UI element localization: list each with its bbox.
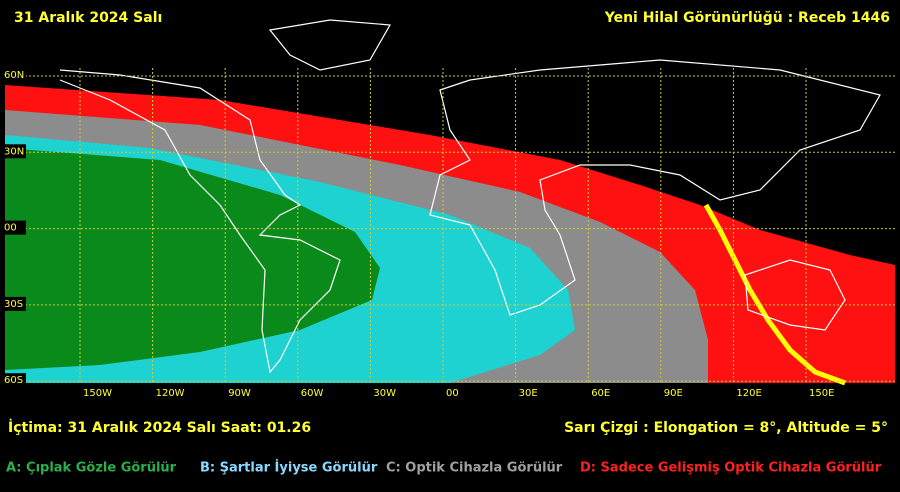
lat-label: 00 xyxy=(4,223,17,234)
label-box xyxy=(2,144,26,159)
lat-label: 60S xyxy=(4,375,23,386)
lon-label: 30W xyxy=(373,388,396,399)
lon-label: 150W xyxy=(83,388,112,399)
map-title: Yeni Hilal Görünürlüğü : Receb 1446 xyxy=(604,10,890,26)
lon-label: 90W xyxy=(228,388,251,399)
lon-label: 120E xyxy=(736,388,761,399)
coastline xyxy=(744,259,846,331)
legend-item: A: Çıplak Gözle Görülür xyxy=(6,461,177,476)
lat-label: 60N xyxy=(4,70,24,81)
lon-label: 60W xyxy=(301,388,324,399)
lat-label: 30S xyxy=(4,299,23,310)
label-box xyxy=(2,68,26,82)
zone-a xyxy=(5,148,380,370)
date-title: 31 Aralık 2024 Salı xyxy=(14,10,162,26)
grid: 60N 30N 00 30S 60S 150W 120W 90W 60W 30W 00 30E 60E 9… xyxy=(2,68,895,399)
conjunction-info: İçtima: 31 Aralık 2024 Salı Saat: 01.26 xyxy=(8,419,311,436)
label-box xyxy=(2,220,26,235)
coastline xyxy=(268,19,391,71)
visibility-zones xyxy=(5,85,895,386)
legend-item: D: Sadece Gelişmiş Optik Cihazla Görülür xyxy=(580,461,882,476)
label-box xyxy=(2,373,26,388)
coastline xyxy=(429,59,881,316)
lon-label: 00 xyxy=(446,388,459,399)
lon-label: 90E xyxy=(664,388,683,399)
lon-label: 60E xyxy=(591,388,610,399)
coastlines xyxy=(59,19,881,374)
yellow-line-info: Sarı Çizgi : Elongation = 8°, Altitude =… xyxy=(564,420,888,436)
lat-label: 30N xyxy=(4,146,24,157)
legend-item: B: Şartlar İyiyse Görülür xyxy=(200,460,378,476)
lon-label: 120W xyxy=(156,388,185,399)
lon-label: 30E xyxy=(519,388,538,399)
legend-item: C: Optik Cihazla Görülür xyxy=(386,461,563,476)
label-box xyxy=(2,296,26,311)
lon-label: 150E xyxy=(809,388,834,399)
coastline xyxy=(59,69,341,374)
